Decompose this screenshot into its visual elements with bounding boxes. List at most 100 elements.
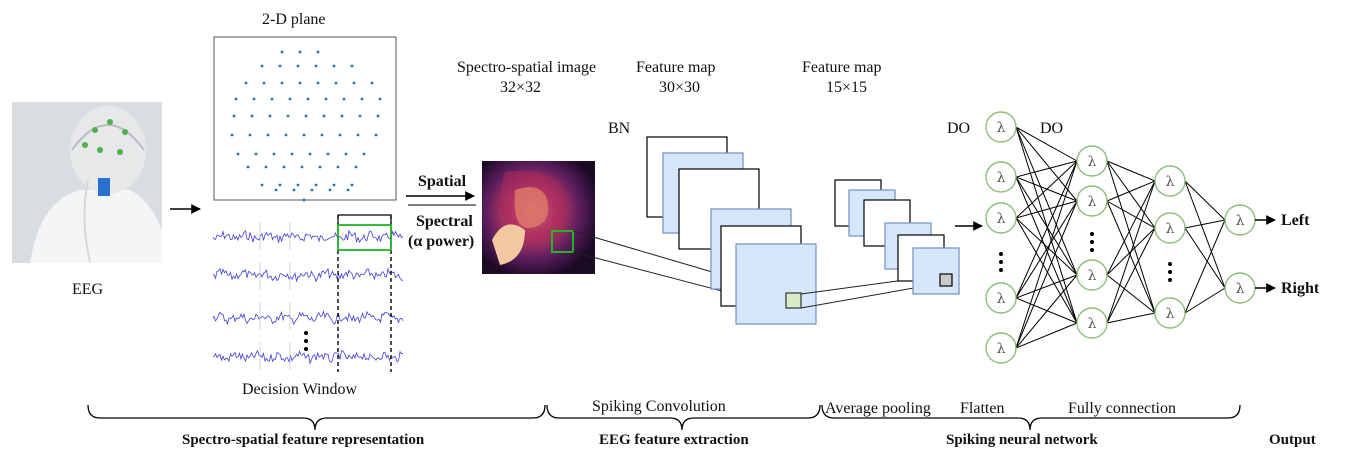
network-edge: [1015, 297, 1078, 324]
section-representation: Spectro-spatial feature representation: [182, 432, 425, 448]
network-edge: [1015, 160, 1078, 349]
network-edge: [1184, 219, 1226, 229]
electrode-dot: [278, 64, 282, 68]
network-edge: [1015, 200, 1078, 219]
electrode-dot: [280, 50, 284, 54]
eeg-signal-traces: [212, 222, 404, 370]
network-edge: [1015, 274, 1078, 299]
network-edge: [1106, 180, 1156, 202]
network-edge: [1184, 180, 1226, 221]
stage-average-pooling: Average pooling: [825, 400, 931, 417]
electrode-dot: [262, 81, 266, 85]
electrode-dot: [350, 64, 354, 68]
electrode-dot: [260, 183, 264, 187]
decision-window-label: Decision Window: [242, 381, 358, 398]
output-left-label: Left: [1281, 212, 1310, 229]
electrode-dot: [260, 64, 264, 68]
electrode-dot: [274, 188, 278, 192]
electrode-dot: [342, 97, 346, 101]
electrode-dot: [286, 114, 290, 118]
electrode-dot: [248, 133, 252, 137]
neuron-node: λ: [1154, 212, 1186, 244]
network-edge: [1106, 274, 1156, 314]
window-bracket: [337, 214, 392, 222]
eeg-trace: [212, 267, 403, 283]
image-title: Spectro-spatial image: [457, 59, 597, 76]
section-extraction: EEG feature extraction: [599, 432, 749, 448]
svg-text:λ: λ: [1088, 316, 1097, 332]
network-edge: [1015, 160, 1078, 219]
electrode-dot: [324, 97, 328, 101]
electrode-dot: [280, 81, 284, 85]
neuron-node: λ: [1076, 185, 1108, 217]
feature-map-1-title: Feature map: [636, 59, 716, 76]
eeg-cap: [70, 106, 146, 194]
electrode-dot: [374, 133, 378, 137]
electrode-dot: [302, 198, 306, 202]
window-highlight: [337, 224, 392, 251]
svg-text:λ: λ: [997, 291, 1006, 307]
svg-text:λ: λ: [997, 170, 1006, 186]
electrode-dot: [326, 152, 330, 156]
electrode-dot: [332, 64, 336, 68]
electrode-dot: [272, 152, 276, 156]
electrode-dot: [306, 97, 310, 101]
2d-plane-frame: [213, 36, 397, 201]
svg-text:λ: λ: [997, 211, 1006, 227]
neuron-node: λ: [1076, 145, 1108, 177]
network-edge: [1015, 217, 1078, 324]
electrode-dot: [268, 114, 272, 118]
network-edge: [1015, 126, 1078, 162]
electrode-dot: [246, 165, 250, 169]
electrode-dot: [298, 81, 302, 85]
electrode-dot: [254, 152, 258, 156]
neuron-node: λ: [985, 202, 1017, 234]
stage-flatten: Flatten: [960, 400, 1005, 417]
do-label-1: DO: [947, 120, 971, 137]
electrode-dot: [250, 114, 254, 118]
image-size: 32×32: [500, 79, 542, 96]
neuron-node: λ: [985, 111, 1017, 143]
eeg-label: EEG: [72, 281, 104, 298]
network-edge: [1184, 180, 1226, 289]
network-edge: [1015, 176, 1078, 276]
electrode-dot: [340, 114, 344, 118]
network-edge: [1015, 126, 1078, 324]
image-patch-highlight: [551, 230, 574, 253]
feature-map-2-size: 15×15: [826, 79, 868, 96]
network-edge: [1106, 180, 1156, 276]
network-edge: [1184, 219, 1226, 314]
svg-text:λ: λ: [1166, 306, 1175, 322]
electrode-dot: [346, 188, 350, 192]
eeg-trace: [212, 349, 404, 365]
brace-extraction: [546, 404, 821, 431]
electrode-dot: [298, 50, 302, 54]
electrode-dot: [236, 152, 240, 156]
electrode-dot: [232, 114, 236, 118]
neuron-node: λ: [1154, 165, 1186, 197]
neuron-node: λ: [985, 332, 1017, 364]
network-edge: [1106, 200, 1156, 314]
electrode-dot: [266, 133, 270, 137]
electrode-dot: [316, 50, 320, 54]
electrode-dot: [378, 97, 382, 101]
svg-text:λ: λ: [997, 120, 1006, 136]
electrode-dot: [322, 114, 326, 118]
network-edge: [1106, 160, 1156, 182]
feature-map-1-size: 30×30: [659, 79, 701, 96]
network-edge: [1015, 274, 1078, 349]
network-edge: [1015, 200, 1078, 349]
stage-spiking-convolution: Spiking Convolution: [592, 398, 726, 415]
electrode-dot: [352, 81, 356, 85]
neuron-node: λ: [985, 282, 1017, 314]
electrode-dot: [302, 133, 306, 137]
electrode-dot: [284, 133, 288, 137]
electrode-dot: [230, 133, 234, 137]
network-ellipses: [999, 232, 1172, 282]
eeg-trace: [212, 310, 404, 326]
stage-fully-connection: Fully connection: [1068, 400, 1176, 417]
feature-map-stack-1: [646, 136, 817, 325]
network-edge: [1015, 160, 1078, 178]
network-edge: [1015, 126, 1078, 202]
network-edge: [1015, 160, 1078, 299]
